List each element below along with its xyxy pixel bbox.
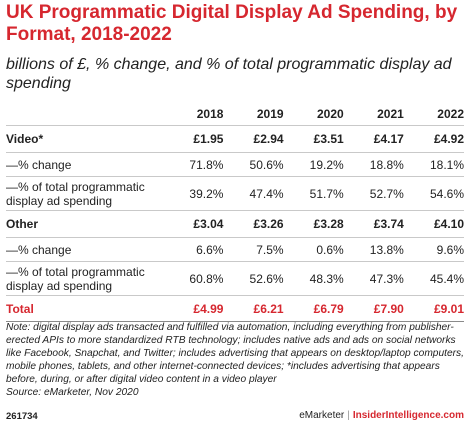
section-row-video: Video* £1.95 £2.94 £3.51 £4.17 £4.92 bbox=[6, 125, 464, 153]
brand-emarketer: eMarketer bbox=[299, 410, 345, 421]
table-cell: 18.8% bbox=[343, 152, 404, 177]
table-cell: £3.04 bbox=[163, 210, 224, 238]
table-cell: 52.6% bbox=[223, 261, 284, 296]
note-text: Note: digital display ads transacted and… bbox=[6, 322, 464, 385]
table-cell: 52.7% bbox=[343, 176, 404, 211]
brand-insider-intelligence-link[interactable]: InsiderIntelligence.com bbox=[352, 410, 464, 421]
row-label: Video* bbox=[6, 125, 164, 153]
chart-id: 261734 bbox=[6, 411, 38, 422]
column-header: 2019 bbox=[223, 103, 284, 126]
table-row: —% of total programmatic display ad spen… bbox=[6, 261, 464, 296]
row-label: —% of total programmatic display ad spen… bbox=[6, 261, 164, 296]
table-cell: £3.51 bbox=[283, 125, 344, 153]
chart-subtitle: billions of £, % change, and % of total … bbox=[6, 56, 452, 92]
table-cell: 51.7% bbox=[283, 176, 344, 211]
column-header: 2020 bbox=[283, 103, 344, 126]
table-cell: 0.6% bbox=[283, 237, 344, 262]
table-cell: 60.8% bbox=[163, 261, 224, 296]
table-cell: £7.90 bbox=[343, 295, 404, 322]
footnote: Note: digital display ads transacted and… bbox=[6, 321, 466, 399]
row-label: Other bbox=[6, 210, 164, 238]
table-cell: £6.79 bbox=[283, 295, 344, 322]
table-cell: 54.6% bbox=[403, 176, 464, 211]
table-cell: 9.6% bbox=[403, 237, 464, 262]
table-cell: £4.99 bbox=[163, 295, 224, 322]
section-row-other: Other £3.04 £3.26 £3.28 £3.74 £4.10 bbox=[6, 210, 464, 238]
table-cell: 45.4% bbox=[403, 261, 464, 296]
header-corner bbox=[6, 103, 164, 126]
column-header: 2018 bbox=[163, 103, 224, 126]
header-row: 2018 2019 2020 2021 2022 bbox=[6, 103, 464, 126]
row-label: Total bbox=[6, 295, 164, 322]
table-cell: £6.21 bbox=[223, 295, 284, 322]
row-label: —% change bbox=[6, 237, 164, 262]
row-label: —% change bbox=[6, 152, 164, 177]
table-cell: 47.3% bbox=[343, 261, 404, 296]
table-cell: 50.6% bbox=[223, 152, 284, 177]
table-cell: £3.74 bbox=[343, 210, 404, 238]
table-cell: £1.95 bbox=[163, 125, 224, 153]
table-cell: 71.8% bbox=[163, 152, 224, 177]
brand-footer: eMarketer | InsiderIntelligence.com bbox=[299, 410, 464, 421]
column-header: 2021 bbox=[343, 103, 404, 126]
table-cell: £2.94 bbox=[223, 125, 284, 153]
table-row: —% change 71.8% 50.6% 19.2% 18.8% 18.1% bbox=[6, 152, 464, 177]
column-header: 2022 bbox=[403, 103, 464, 126]
chart-title: UK Programmatic Digital Display Ad Spend… bbox=[6, 2, 458, 45]
table-cell: £3.28 bbox=[283, 210, 344, 238]
table-row: —% of total programmatic display ad spen… bbox=[6, 176, 464, 211]
source-text: Source: eMarketer, Nov 2020 bbox=[6, 387, 139, 398]
total-row: Total £4.99 £6.21 £6.79 £7.90 £9.01 bbox=[6, 295, 464, 322]
table-cell: £9.01 bbox=[403, 295, 464, 322]
row-label: —% of total programmatic display ad spen… bbox=[6, 176, 164, 211]
table-cell: 13.8% bbox=[343, 237, 404, 262]
table-cell: 18.1% bbox=[403, 152, 464, 177]
data-table: 2018 2019 2020 2021 2022 Video* £1.95 £2… bbox=[6, 103, 464, 322]
table-cell: 48.3% bbox=[283, 261, 344, 296]
table-cell: 7.5% bbox=[223, 237, 284, 262]
table-cell: 47.4% bbox=[223, 176, 284, 211]
table-cell: £3.26 bbox=[223, 210, 284, 238]
brand-separator: | bbox=[347, 410, 350, 421]
table-cell: 19.2% bbox=[283, 152, 344, 177]
table-cell: 6.6% bbox=[163, 237, 224, 262]
table-cell: £4.92 bbox=[403, 125, 464, 153]
table-cell: £4.10 bbox=[403, 210, 464, 238]
table-cell: £4.17 bbox=[343, 125, 404, 153]
table-row: —% change 6.6% 7.5% 0.6% 13.8% 9.6% bbox=[6, 237, 464, 262]
table-cell: 39.2% bbox=[163, 176, 224, 211]
